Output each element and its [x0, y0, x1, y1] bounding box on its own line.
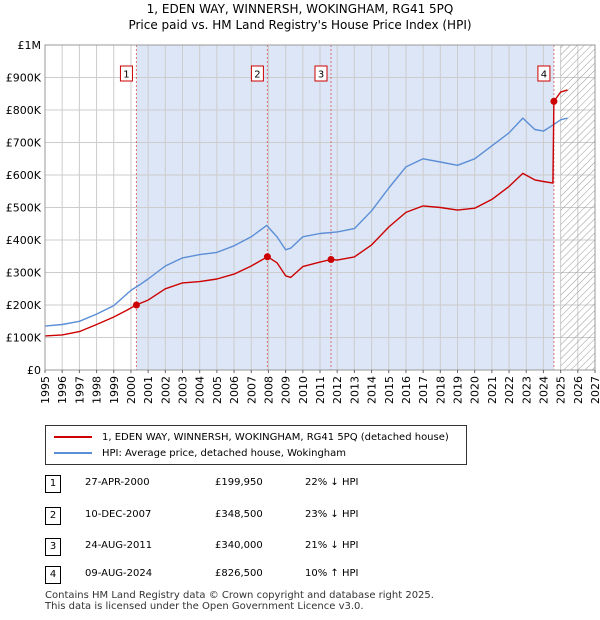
sale-point: [550, 97, 558, 105]
y-tick-label: £500K: [6, 202, 42, 215]
transaction-hpi: 22% ↓ HPI: [305, 477, 359, 488]
x-tick-label: 2022: [503, 376, 516, 404]
transaction-date: 24-AUG-2011: [85, 540, 153, 551]
x-tick-label: 2021: [486, 376, 499, 404]
sale-label-box: [314, 65, 328, 82]
legend-label-property: 1, EDEN WAY, WINNERSH, WOKINGHAM, RG41 5…: [102, 431, 449, 443]
transaction-number: 4: [45, 566, 61, 584]
x-tick-label: 2010: [297, 376, 310, 404]
x-tick-label: 2016: [400, 376, 413, 404]
x-tick-label: 2009: [280, 376, 293, 404]
sale-label-box: [250, 65, 264, 82]
x-tick-label: 2024: [537, 376, 550, 404]
x-tick-label: 2003: [177, 376, 190, 404]
x-tick-label: 1996: [56, 376, 69, 404]
chart-title: 1, EDEN WAY, WINNERSH, WOKINGHAM, RG41 5…: [146, 2, 454, 16]
sale-label-text: 2: [254, 70, 260, 81]
transaction-number: 1: [45, 475, 61, 493]
hpi-line: [44, 117, 568, 327]
x-tick-label: 2007: [245, 376, 258, 404]
sale-label-text: 4: [541, 70, 547, 81]
x-tick-label: 1995: [39, 376, 52, 404]
footer: Contains HM Land Registry data © Crown c…: [45, 590, 434, 612]
x-tick-label: 2000: [125, 376, 138, 404]
x-tick-label: 2026: [572, 376, 585, 404]
legend-label-hpi: HPI: Average price, detached house, Woki…: [102, 447, 346, 459]
x-tick-label: 1999: [108, 376, 121, 404]
transaction-price: £199,950: [215, 477, 263, 488]
transaction-date: 09-AUG-2024: [85, 568, 153, 579]
transaction-date: 27-APR-2000: [85, 477, 150, 488]
chart-subtitle: Price paid vs. HM Land Registry's House …: [128, 18, 472, 32]
legend-item-hpi: HPI: Average price, detached house, Woki…: [54, 446, 346, 460]
x-tick-label: 2001: [142, 376, 155, 404]
y-tick-label: £400K: [6, 234, 42, 247]
transaction-hpi: 23% ↓ HPI: [305, 509, 359, 520]
sale-label-text: 1: [123, 70, 129, 81]
y-tick-label: £1M: [18, 39, 42, 52]
x-tick-label: 1998: [91, 376, 104, 404]
transaction-hpi: 10% ↑ HPI: [305, 568, 359, 579]
footer-copyright: Contains HM Land Registry data © Crown c…: [45, 590, 434, 601]
x-tick-label: 2005: [211, 376, 224, 404]
transaction-price: £826,500: [215, 568, 263, 579]
x-tick-label: 2012: [331, 376, 344, 404]
y-tick-label: £800K: [6, 104, 42, 117]
x-tick-label: 2025: [555, 376, 568, 404]
transaction-date: 10-DEC-2007: [85, 509, 152, 520]
legend-item-property: 1, EDEN WAY, WINNERSH, WOKINGHAM, RG41 5…: [54, 430, 449, 444]
transaction-number: 3: [45, 538, 61, 556]
x-tick-label: 2008: [262, 376, 275, 404]
transaction-hpi: 21% ↓ HPI: [305, 540, 359, 551]
x-tick-label: 1997: [73, 376, 86, 404]
y-tick-label: £900K: [6, 72, 42, 85]
sale-point: [327, 256, 335, 263]
x-tick-label: 2017: [417, 376, 430, 404]
x-tick-label: 2027: [589, 376, 600, 404]
y-tick-label: £600K: [6, 169, 42, 182]
x-tick-label: 2014: [366, 376, 379, 404]
x-tick-label: 2023: [520, 376, 533, 404]
x-tick-label: 2020: [469, 376, 482, 404]
footer-license: This data is licensed under the Open Gov…: [45, 601, 364, 612]
sale-label-box: [119, 65, 133, 82]
property-price-line: [44, 89, 568, 337]
legend: 1, EDEN WAY, WINNERSH, WOKINGHAM, RG41 5…: [45, 425, 467, 465]
x-tick-label: 2019: [452, 376, 465, 404]
y-tick-label: £700K: [6, 137, 42, 150]
sale-point: [132, 301, 140, 309]
y-tick-label: £100K: [6, 332, 42, 345]
x-tick-label: 2006: [228, 376, 241, 404]
price-chart: 1 2 3 4 £0 £100K £200K £300K £400K £500K £600K £70…: [6, 39, 600, 404]
y-tick-label: £200K: [6, 299, 42, 312]
transaction-price: £340,000: [215, 540, 263, 551]
x-tick-label: 2002: [159, 376, 172, 404]
x-tick-label: 2018: [434, 376, 447, 404]
x-tick-label: 2013: [348, 376, 361, 404]
y-tick-label: £0: [27, 364, 41, 377]
sale-label-text: 3: [318, 70, 324, 81]
x-tick-label: 2015: [383, 376, 396, 404]
transaction-price: £348,500: [215, 509, 263, 520]
legend-swatch-hpi: [54, 452, 92, 454]
transaction-number: 2: [45, 507, 61, 525]
sale-point: [263, 253, 271, 261]
x-tick-label: 2004: [194, 376, 207, 404]
legend-swatch-property: [54, 436, 92, 438]
sale-label-box: [537, 65, 551, 82]
x-tick-label: 2011: [314, 376, 327, 404]
y-tick-label: £300K: [6, 267, 42, 280]
forecast-hatch: [560, 45, 595, 370]
